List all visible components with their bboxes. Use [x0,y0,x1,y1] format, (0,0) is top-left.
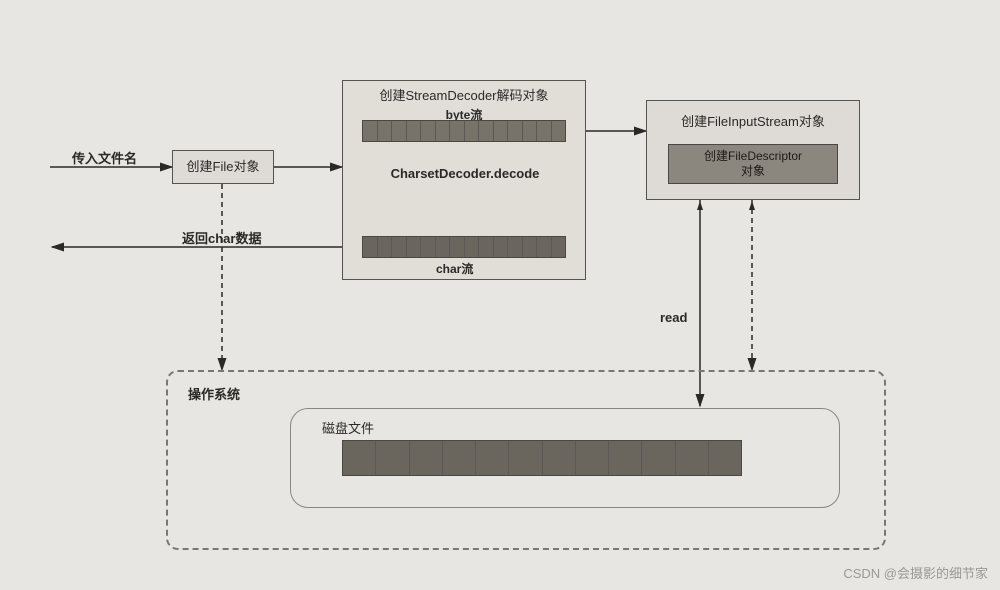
char-stream-strip [362,236,566,258]
watermark: CSDN @会摄影的细节家 [843,563,988,582]
label-input-filename: 传入文件名 [72,148,137,167]
label-read: read [660,310,687,325]
box-file-object: 创建File对象 [172,150,274,184]
os-label: 操作系统 [188,384,240,403]
charset-decode-label: CharsetDecoder.decode [380,166,550,181]
box-file-descriptor: 创建FileDescriptor 对象 [668,144,838,184]
fd-line1: 创建FileDescriptor [669,149,837,164]
fis-title: 创建FileInputStream对象 [647,111,859,130]
disk-file-label: 磁盘文件 [322,418,374,437]
disk-cells [343,441,741,475]
fd-line2: 对象 [669,164,837,179]
disk-strip [342,440,742,476]
char-stream-label: char流 [436,260,473,277]
byte-cells [363,121,565,141]
label-return-char: 返回char数据 [182,228,261,247]
char-cells [363,237,565,257]
byte-stream-strip [362,120,566,142]
stream-decoder-title: 创建StreamDecoder解码对象 [343,85,585,104]
